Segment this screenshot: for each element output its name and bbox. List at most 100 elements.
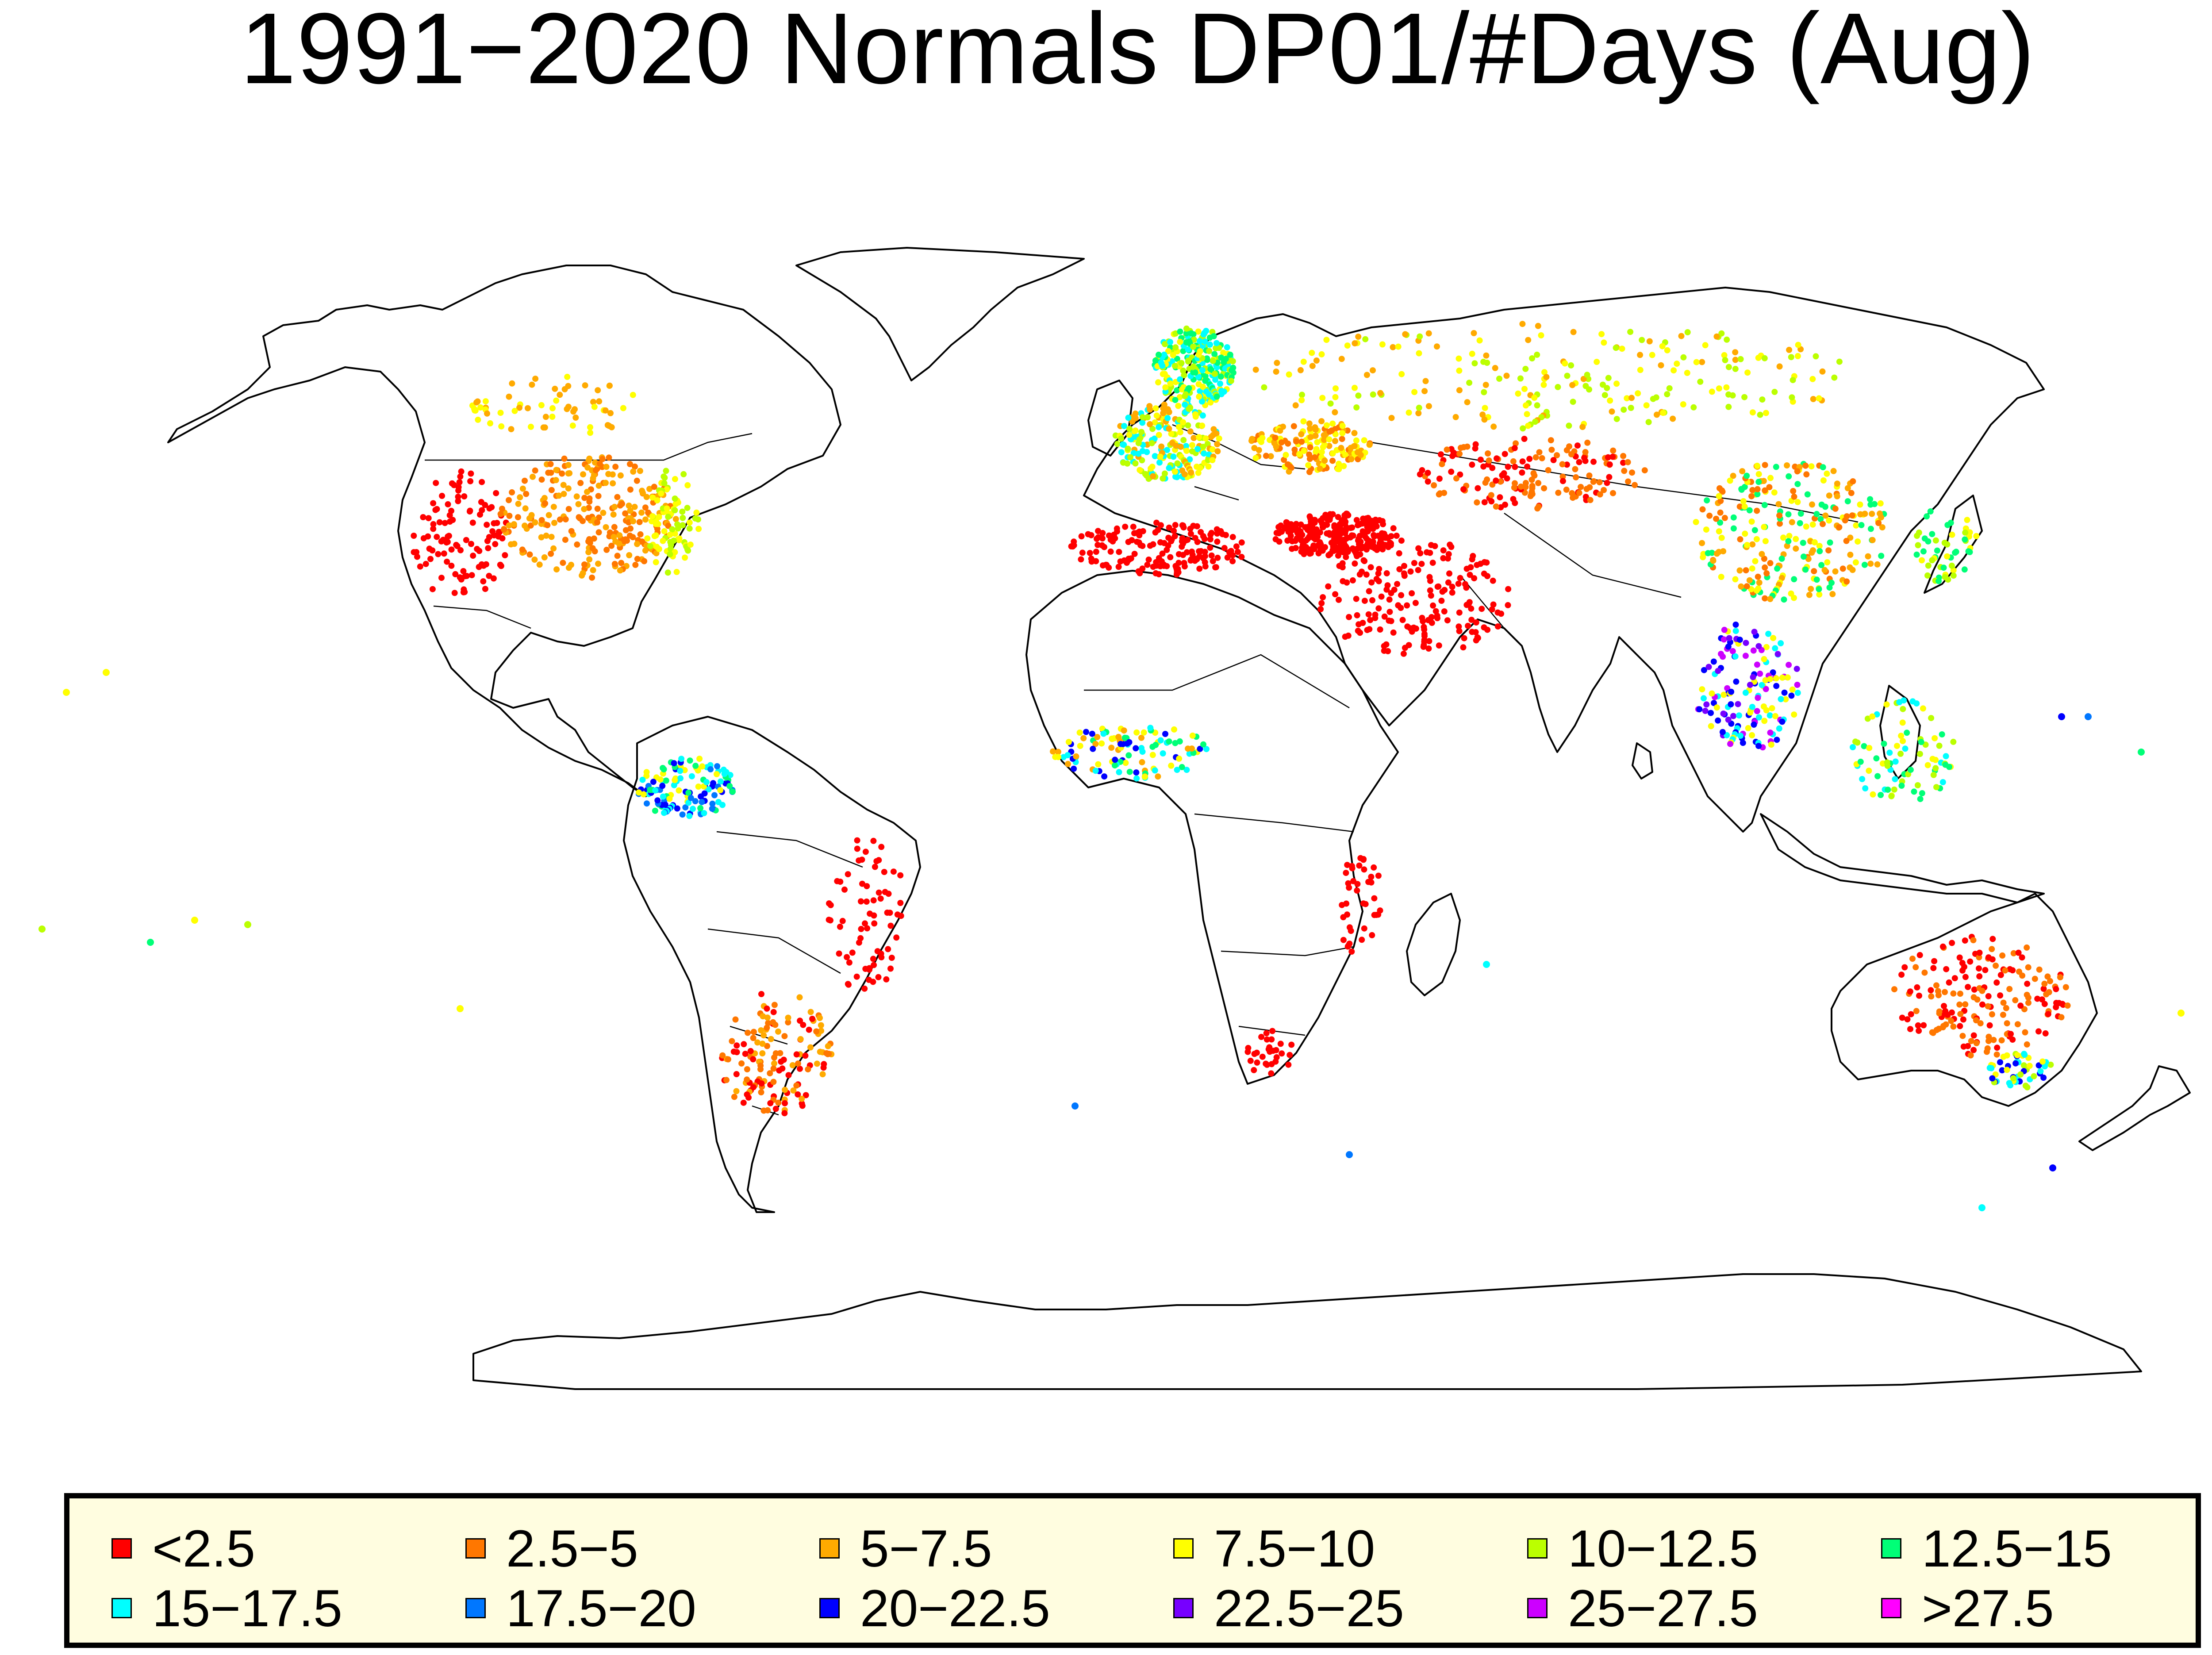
station-dot (1713, 515, 1720, 522)
station-dot (1211, 371, 1218, 377)
station-dot (1620, 459, 1626, 466)
station-dot (549, 414, 556, 420)
station-dot (661, 473, 667, 480)
station-dot (1364, 518, 1371, 525)
station-dot (1897, 750, 1904, 757)
station-dot (2035, 1028, 2042, 1035)
station-dot (530, 473, 536, 480)
station-dot (1541, 369, 1548, 376)
station-dot (1813, 353, 1819, 360)
station-dot (1794, 499, 1801, 505)
station-dot (1141, 729, 1147, 736)
station-dot (1933, 784, 1939, 791)
station-dot (1587, 497, 1594, 503)
station-dot (1743, 640, 1749, 646)
station-dot (1364, 528, 1371, 535)
station-dot (1531, 472, 1538, 479)
station-dot (1742, 689, 1749, 696)
station-dot (1794, 353, 1801, 359)
station-dot (549, 405, 556, 411)
station-dot (508, 426, 515, 433)
station-dot (661, 528, 668, 534)
station-dot (1989, 1011, 1995, 1018)
station-dot (682, 554, 688, 561)
station-dot (750, 1056, 757, 1063)
station-dot (1379, 541, 1386, 548)
station-dot (1985, 1003, 1991, 1010)
station-dot (1189, 745, 1195, 752)
station-dot (1183, 339, 1190, 346)
station-dot (1755, 695, 1761, 701)
station-dot (1194, 539, 1201, 545)
station-dot (2064, 1002, 2071, 1009)
station-dot (1535, 480, 1542, 486)
station-dot (707, 766, 714, 772)
station-dot (451, 590, 458, 596)
station-dot (1791, 711, 1797, 718)
station-dot (1192, 369, 1198, 376)
station-dot (637, 468, 643, 474)
station-dot (1784, 543, 1790, 549)
coastline-greenland (795, 247, 1085, 381)
station-dot (898, 913, 904, 919)
station-dot (1935, 988, 1941, 995)
station-dot (1670, 415, 1676, 422)
station-dot (1277, 427, 1283, 434)
coastline-philippines (1879, 685, 1921, 780)
station-dot (2014, 1052, 2020, 1059)
station-dot (1965, 984, 1971, 990)
station-dot (672, 495, 678, 502)
station-dot (1440, 547, 1447, 554)
station-dot (528, 423, 534, 430)
station-dot (1196, 393, 1202, 400)
station-dot (1774, 565, 1781, 572)
station-dot (1543, 374, 1550, 380)
station-dot (607, 410, 614, 416)
station-dot (543, 532, 549, 539)
station-dot (1198, 548, 1204, 554)
station-dot (63, 689, 70, 696)
station-dot (430, 521, 437, 527)
station-dot (1164, 447, 1170, 453)
station-dot (1268, 1070, 1275, 1077)
station-dot (1643, 402, 1650, 409)
station-dot (692, 763, 699, 769)
station-dot (1456, 367, 1463, 374)
station-dot (1475, 485, 1481, 492)
station-dot (1426, 638, 1432, 645)
station-dot (1782, 696, 1789, 703)
station-dot (817, 1015, 823, 1021)
station-dot (1429, 560, 1436, 566)
station-dot (1809, 501, 1815, 508)
station-dot (1115, 564, 1122, 570)
station-dot (1962, 529, 1969, 536)
station-dot (1949, 531, 1955, 538)
station-dot (1415, 545, 1422, 552)
legend-label: <2.5 (152, 1520, 255, 1578)
station-dot (1696, 706, 1703, 713)
station-dot (519, 485, 526, 492)
station-dot (553, 467, 560, 473)
station-dot (553, 397, 560, 404)
station-dot (1428, 592, 1434, 599)
station-dot (1802, 566, 1809, 573)
station-dot (1300, 538, 1306, 545)
station-dot (679, 811, 686, 818)
station-dot (1411, 560, 1417, 566)
station-dot (1874, 711, 1880, 718)
station-dot (866, 976, 872, 983)
station-dot (463, 537, 469, 543)
station-dot (1749, 541, 1756, 548)
station-dot (1178, 360, 1185, 366)
station-dot (1621, 407, 1627, 413)
station-dot (632, 561, 639, 568)
station-dot (1336, 596, 1342, 603)
station-dot (552, 385, 558, 392)
station-dot (1569, 382, 1576, 388)
station-dot (1700, 551, 1707, 557)
station-dot (1362, 533, 1368, 540)
station-dot (1966, 549, 1973, 555)
station-dot (1256, 447, 1262, 453)
station-dot (1797, 520, 1803, 526)
station-dot (795, 1091, 801, 1098)
